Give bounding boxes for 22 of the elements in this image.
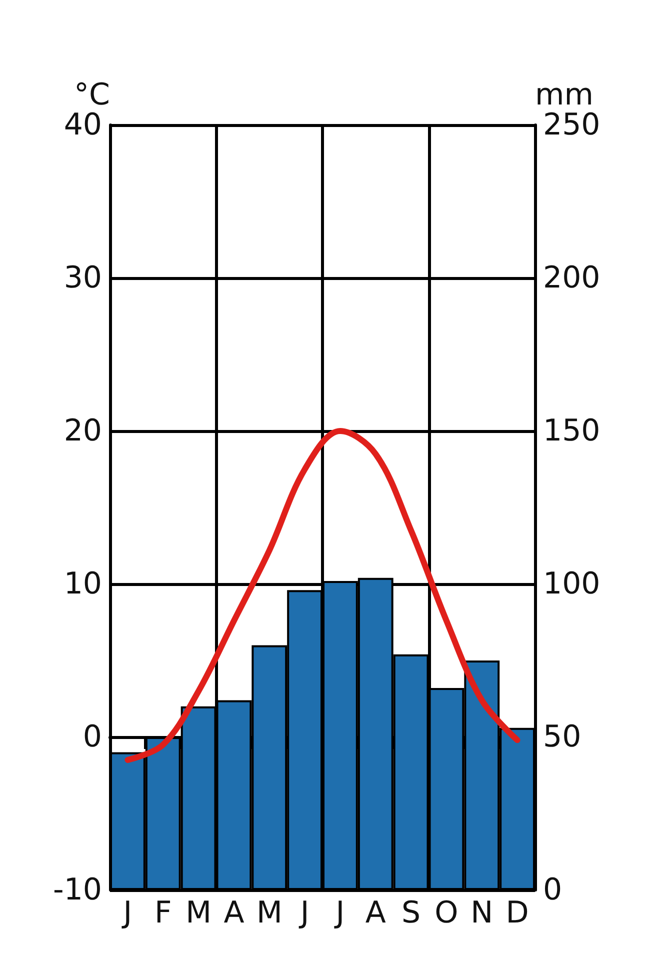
- y2-tick-label: 150: [543, 414, 600, 448]
- x-tick-label: M: [186, 896, 212, 930]
- y-tick-label: 10: [64, 566, 102, 602]
- y-tick-label: 30: [64, 260, 102, 296]
- y2-tick-label: 200: [543, 260, 600, 296]
- x-tick-label: A: [365, 896, 386, 930]
- x-tick-label: M: [256, 896, 282, 930]
- y-tick-label: 0: [82, 720, 102, 754]
- x-tick-label: F: [154, 896, 172, 930]
- y-tick-label: 20: [64, 414, 102, 448]
- y2-tick-label: 100: [543, 566, 600, 602]
- y2-tick-label: 50: [543, 720, 582, 754]
- x-tick-label: S: [402, 896, 421, 930]
- y2-tick-label: 0: [543, 872, 562, 908]
- x-tick-label: D: [506, 896, 529, 930]
- x-tick-label: J: [121, 896, 132, 930]
- x-tick-label: A: [224, 896, 245, 930]
- x-tick-label: J: [298, 896, 310, 930]
- x-tick-label: N: [470, 896, 494, 930]
- x-tick-label: O: [434, 896, 458, 930]
- y-tick-label: -10: [53, 872, 102, 908]
- x-tick-label: J: [334, 896, 345, 930]
